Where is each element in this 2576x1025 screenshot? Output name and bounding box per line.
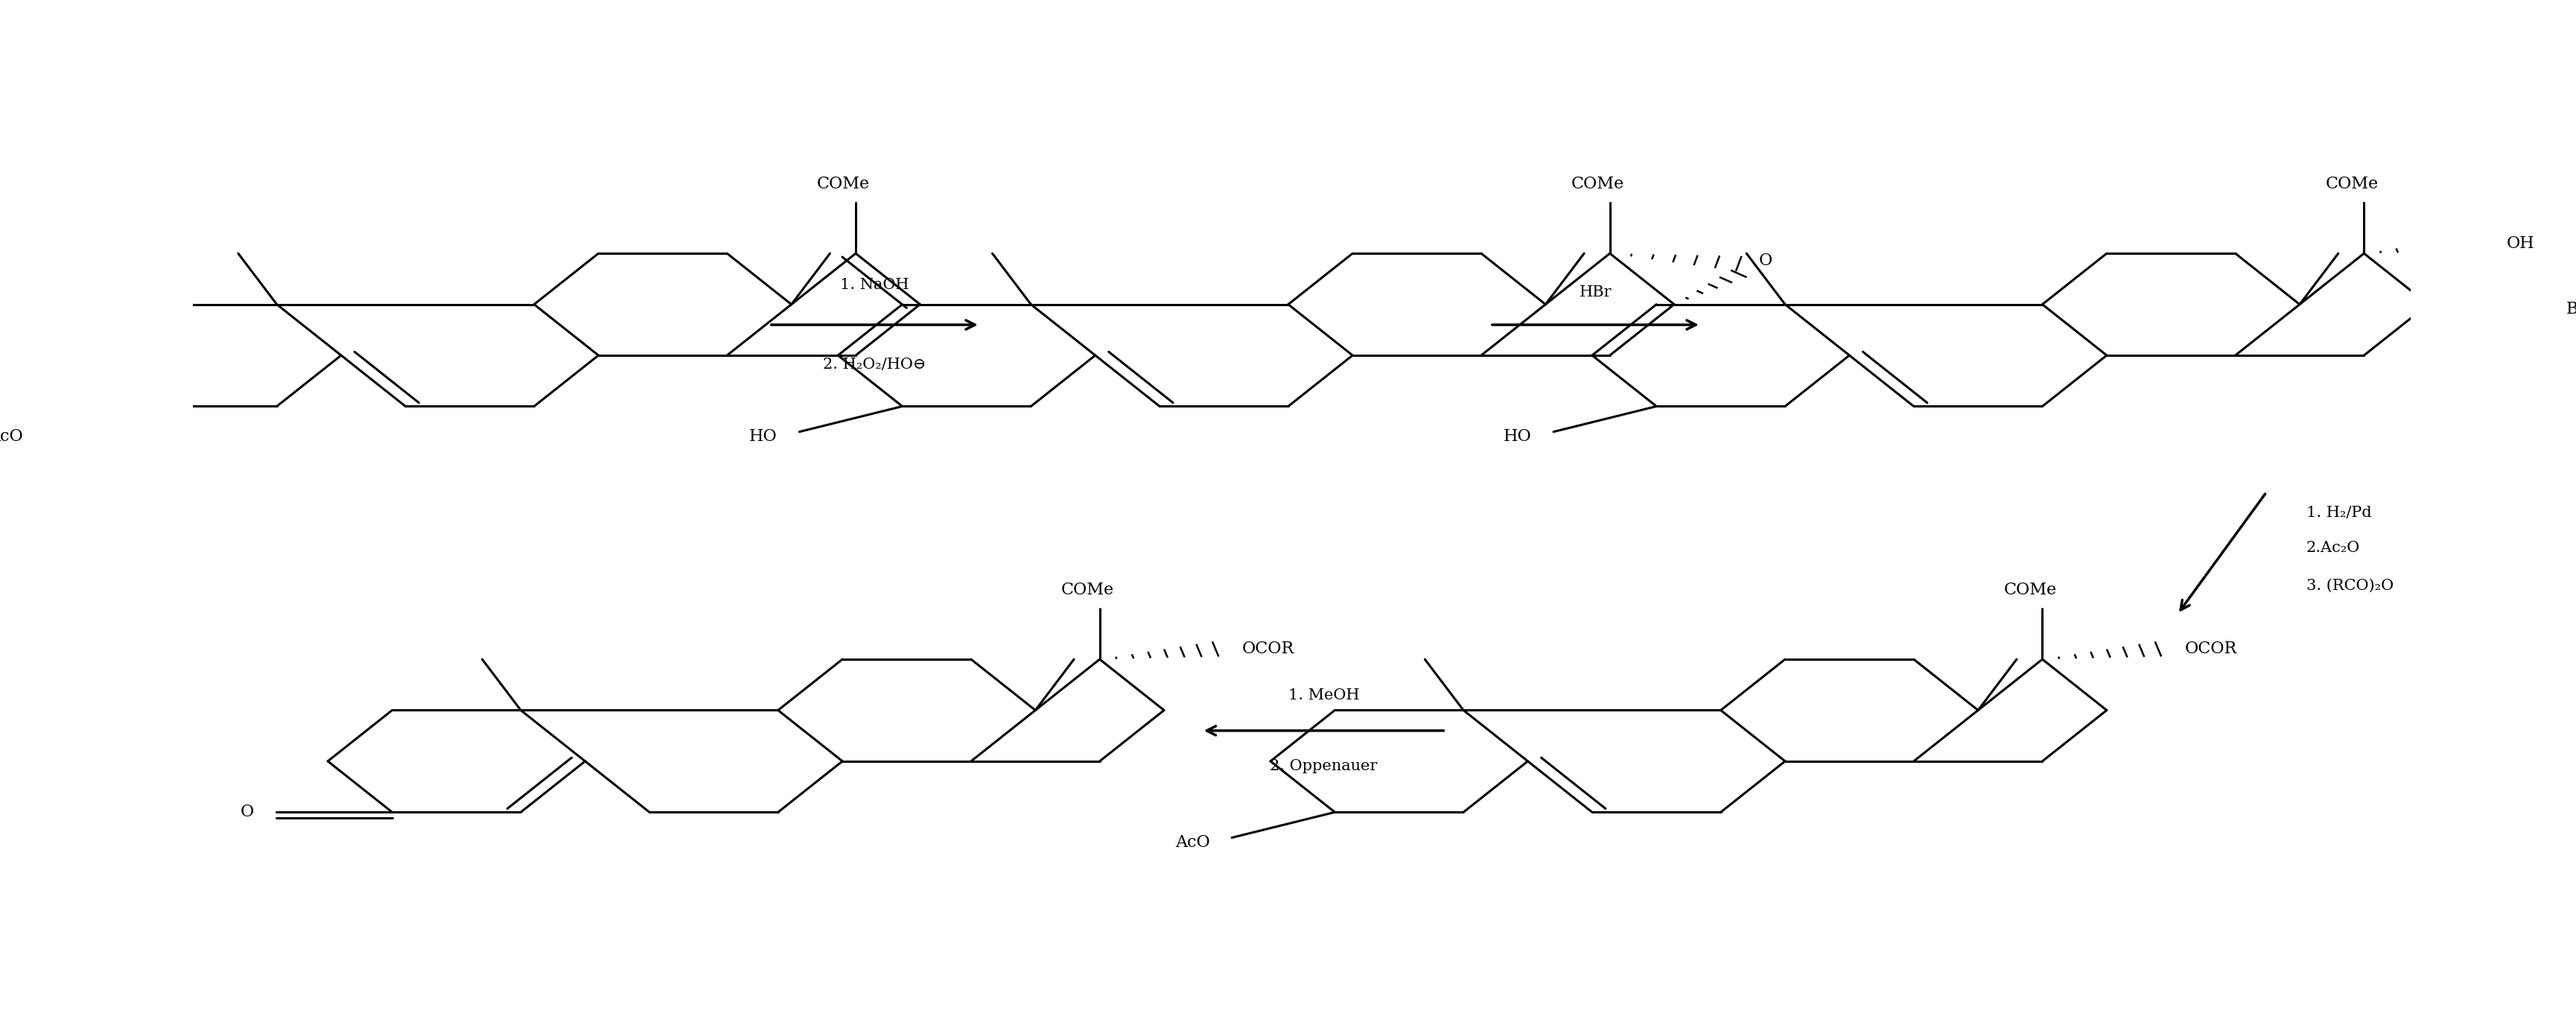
Text: O: O [1759,252,1772,269]
Text: COMe: COMe [1061,582,1113,599]
Text: 2. H₂O₂/HO⊖: 2. H₂O₂/HO⊖ [824,358,927,371]
Text: OCOR: OCOR [2184,641,2236,657]
Text: 1. H₂/Pd: 1. H₂/Pd [2306,505,2372,520]
Text: COMe: COMe [2326,176,2378,193]
Text: HO: HO [750,428,778,445]
Text: 1. NaOH: 1. NaOH [840,278,909,292]
Text: 2. Oppenauer: 2. Oppenauer [1270,760,1378,773]
Text: Br: Br [2566,301,2576,318]
Text: AcO: AcO [1175,834,1211,851]
Text: HBr: HBr [1579,285,1613,299]
Text: 3. (RCO)₂O: 3. (RCO)₂O [2306,578,2393,592]
Text: OH: OH [2506,235,2535,251]
Text: OCOR: OCOR [1242,641,1293,657]
Text: 1. MeOH: 1. MeOH [1288,688,1360,702]
Polygon shape [2429,292,2548,327]
Text: 2.Ac₂O: 2.Ac₂O [2306,541,2360,556]
Text: HO: HO [1504,428,1530,445]
Text: AcO: AcO [0,428,23,445]
Text: COMe: COMe [1571,176,1625,193]
Text: COMe: COMe [2004,582,2056,599]
Text: COMe: COMe [817,176,871,193]
Text: O: O [240,804,255,820]
